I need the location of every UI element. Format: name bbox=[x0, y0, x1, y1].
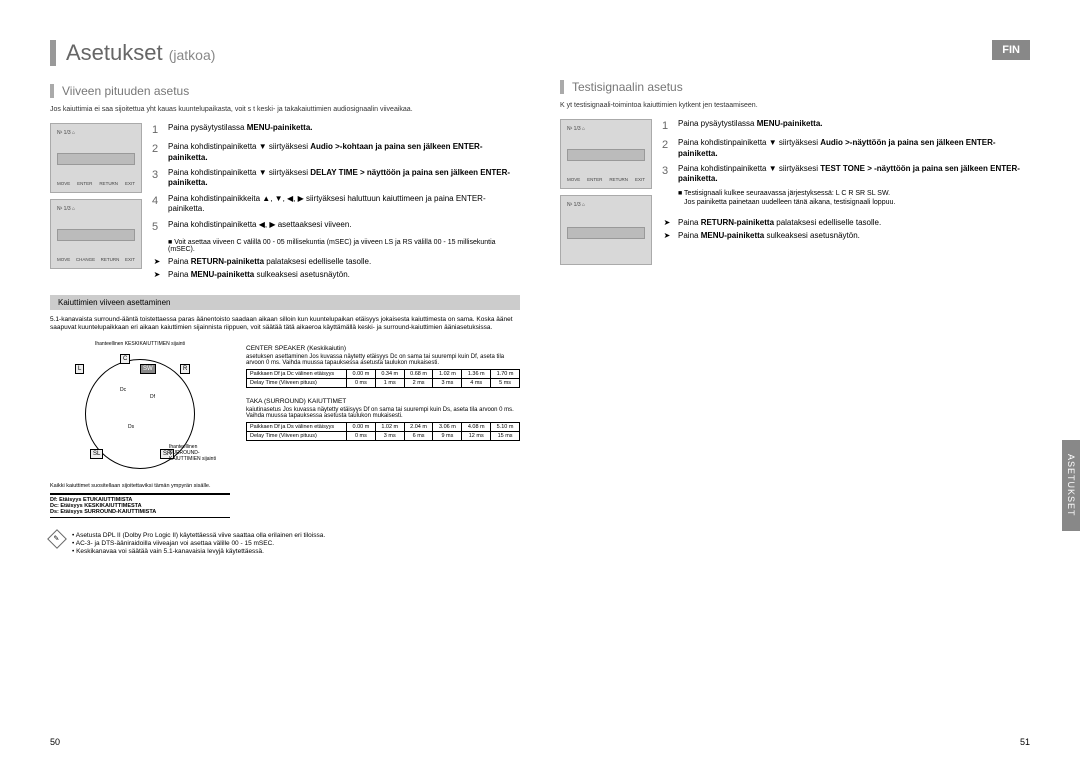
r-step3-sub2: Jos painiketta painetaan uudelleen tänä … bbox=[684, 199, 1030, 206]
rear-table-title: TAKA (SURROUND) KAIUTTIMET bbox=[246, 398, 520, 405]
speaker-SL: SL bbox=[90, 449, 103, 459]
center-table-title: CENTER SPEAKER (Keskikaiutin) bbox=[246, 345, 520, 352]
arrow-menu: ➤Paina MENU-painiketta sulkeaksesi asetu… bbox=[152, 270, 520, 279]
step-3: 3Paina kohdistinpainiketta ▼ siirtyäkses… bbox=[152, 168, 520, 189]
lang-badge: FIN bbox=[992, 40, 1030, 60]
center-delay-table: Paikkaen Df ja Dc välinen etäisyys0.00 m… bbox=[246, 369, 520, 388]
page-title-main: Asetukset bbox=[66, 40, 163, 65]
speaker-L: L bbox=[75, 364, 84, 374]
footnote-2: • AC-3- ja DTS-ääniraidoilla viiveajan v… bbox=[72, 540, 325, 547]
ui-mock-r2: N¹ 1/3 ⌂ bbox=[560, 195, 652, 265]
page-num-left: 50 bbox=[50, 737, 60, 747]
sub-section-bar: Kaiuttimien viiveen asettaminen bbox=[50, 295, 520, 310]
arrow-icon: ➤ bbox=[662, 218, 672, 227]
step-5: 5Paina kohdistinpainiketta ◀, ▶ asettaak… bbox=[152, 220, 520, 234]
step-2: 2Paina kohdistinpainiketta ▼ siirtyäkses… bbox=[152, 142, 520, 163]
step-1: 1Paina pysäytystilassa MENU-painiketta. bbox=[152, 123, 520, 137]
r-step-1: 1Paina pysäytystilassa MENU-painiketta. bbox=[662, 119, 1030, 133]
arrow-icon: ➤ bbox=[152, 257, 162, 266]
r-arrow-menu: ➤Paina MENU-painiketta sulkeaksesi asetu… bbox=[662, 231, 1030, 240]
speaker-SW: SW bbox=[140, 364, 156, 374]
r-step-3: 3Paina kohdistinpainiketta ▼ siirtyäkses… bbox=[662, 164, 1030, 185]
diagram-note: Df: Etäisyys ETUKAIUTTIMISTA Dc: Etäisyy… bbox=[50, 493, 230, 518]
rear-delay-table: Paikkaen Df ja Ds välinen etäisyys0.00 m… bbox=[246, 422, 520, 441]
section-title-delay: Viiveen pituuden asetus bbox=[50, 84, 520, 98]
side-tab: ASETUKSET bbox=[1062, 440, 1080, 531]
speaker-R: R bbox=[180, 364, 190, 374]
footnote-box: ✎ • Asetusta DPL II (Dolby Pro Logic II)… bbox=[50, 532, 520, 556]
delay-intro: Jos kaiuttimia ei saa sijoitettua yht ka… bbox=[50, 106, 520, 113]
ui-mock-r1: N¹ 1/3 ⌂ MOVE ENTER RETURN EXIT bbox=[560, 119, 652, 189]
ui-mock-1: N¹ 1/3 ⌂ MOVE ENTER RETURN EXIT bbox=[50, 123, 142, 193]
footnote-1: • Asetusta DPL II (Dolby Pro Logic II) k… bbox=[72, 532, 325, 539]
page-title: Asetukset (jatkoa) bbox=[50, 40, 520, 66]
section-title-test: Testisignaalin asetus bbox=[560, 80, 1030, 94]
speaker-diagram: Ihanteellinen KESKIKAIUTTIMEN sijainti L… bbox=[50, 341, 230, 518]
step5-sub: ■ Voit asettaa viiveen C välillä 00 - 05… bbox=[168, 239, 520, 253]
arrow-icon: ➤ bbox=[662, 231, 672, 240]
note-icon: ✎ bbox=[47, 529, 67, 549]
arrow-return: ➤Paina RETURN-painiketta palataksesi ede… bbox=[152, 257, 520, 266]
arrow-icon: ➤ bbox=[152, 270, 162, 279]
test-intro: K yt testisignaali-toimintoa kaiuttimien… bbox=[560, 102, 1030, 109]
r-step3-sub1: ■ Testisignaali kulkee seuraavassa järje… bbox=[678, 190, 1030, 197]
step-4: 4Paina kohdistinpainikkeita ▲, ▼, ◀, ▶ s… bbox=[152, 194, 520, 215]
r-arrow-return: ➤Paina RETURN-painiketta palataksesi ede… bbox=[662, 218, 1030, 227]
page-title-suffix: (jatkoa) bbox=[169, 47, 216, 63]
page-num-right: 51 bbox=[1020, 737, 1030, 747]
speaker-C: C bbox=[120, 354, 130, 364]
ui-mock-2: N¹ 1/3 ⌂ MOVE CHANGE RETURN EXIT bbox=[50, 199, 142, 269]
sub-para: 5.1-kanavaista surround-ääntä toistettae… bbox=[50, 316, 520, 333]
footnote-3: • Keskikanavaa voi säätää vain 5.1-kanav… bbox=[72, 548, 325, 555]
r-step-2: 2Paina kohdistinpainiketta ▼ siirtyäkses… bbox=[662, 138, 1030, 159]
